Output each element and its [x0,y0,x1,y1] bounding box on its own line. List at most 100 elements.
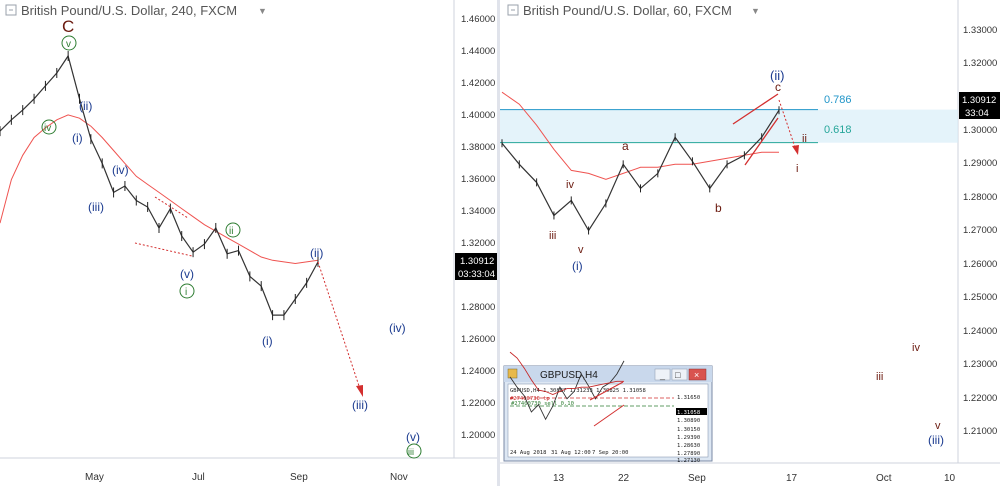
left-price-tick: 1.40000 [461,110,495,121]
inset-window[interactable]: GBPUSD,H4 _ □ × GBPUSD,H4 1.30887 1.3123… [503,351,713,464]
right-wave-v: v [578,244,584,256]
right-last-price: 1.30912 [962,95,996,106]
left-wave-iv-2: (iv) [389,321,406,335]
right-wave-iii-blue: (iii) [928,433,944,447]
left-price-series [0,54,319,316]
inset-moving-average [509,351,624,395]
right-price-tick: 1.23000 [963,359,997,370]
diagonal-lower-line [744,117,779,166]
left-wave-i-1: (i) [72,131,83,145]
fib-618-label: 0.618 [824,124,852,136]
right-price-tick: 1.26000 [963,259,997,270]
fib-retracement-zone[interactable] [500,109,958,143]
inset-diagonal-upper [589,381,624,401]
left-wave-iv-circle [41,119,57,135]
inset-close-icon: × [694,370,699,380]
right-price-tick: 1.29000 [963,158,997,169]
left-countdown-badge [455,267,497,280]
inset-price-axis: 1.31650 1.31058 1.30890 1.30150 1.29390 … [676,395,707,457]
left-price-tick: 1.24000 [461,366,495,377]
left-time-tick: Nov [390,472,408,483]
right-wave-i-red: i [796,163,798,175]
right-price-tick: 1.22000 [963,393,997,404]
left-wave-iii-1: (iii) [88,200,104,214]
left-wave-i-circle [179,283,195,299]
right-price-tick: 1.33000 [963,25,997,36]
right-moving-average [501,91,779,180]
left-last-price: 1.30912 [460,256,494,267]
right-price-tick: 1.21000 [963,426,997,437]
inset-price-tick: 1.30150 [677,427,700,433]
right-time-axis[interactable]: 13 22 Sep 17 Oct 10 [553,473,956,484]
left-price-tick: 1.34000 [461,206,495,217]
right-wave-v-far: v [935,420,941,432]
left-wave-iii: iii [408,447,414,457]
left-wave-v: v [66,39,71,50]
left-trendline-upper [154,196,189,219]
left-symbol-icon [5,4,17,16]
inset-time-tick: 24 Aug 2018 [510,450,546,456]
inset-order-sell: #27400730 sell 0.10 [511,401,574,407]
left-countdown: 03:33:04 [458,269,495,280]
left-price-tick: 1.38000 [461,142,495,153]
left-price-tick: 1.22000 [461,398,495,409]
inset-minimize-button[interactable] [654,368,671,381]
right-wave-iii-far: iii [876,371,883,383]
inset-window-title: GBPUSD,H4 [540,370,598,381]
right-price-tick: 1.25000 [963,292,997,303]
inset-diagonal-lower [593,404,625,427]
left-price-axis[interactable]: 1.46000 1.44000 1.42000 1.40000 1.38000 … [461,14,495,441]
left-wave-v-circle [61,35,77,51]
left-panel: British Pound/U.S. Dollar, 240, FXCM ▼ 1… [0,0,497,486]
left-time-axis[interactable]: May Jul Sep Nov [85,472,408,483]
left-price-axis-bg [454,0,497,486]
inset-close-button[interactable] [688,368,707,381]
left-price-marks [0,51,319,321]
right-price-tick: 1.27000 [963,225,997,236]
right-wave-i-blue: (i) [572,259,583,273]
right-price-tick: 1.32000 [963,58,997,69]
right-last-price-badge [959,92,1000,106]
left-projection-line [317,261,362,393]
inset-price-tick: 1.30890 [677,418,700,424]
right-time-tick: Sep [688,473,706,484]
left-price-tick: 1.28000 [461,302,495,313]
left-chart-title: British Pound/U.S. Dollar, 240, FXCM [21,3,237,18]
right-wave-ii-red: ii [802,133,807,145]
inset-time-tick: 7 Sep 20:00 [592,450,628,456]
inset-app-icon [507,368,518,379]
left-time-tick: May [85,472,104,483]
left-wave-iii-2: (iii) [352,398,368,412]
right-time-tick: 17 [786,473,798,484]
left-price-tick: 1.26000 [461,334,495,345]
right-projection-line [778,99,797,151]
left-last-price-badge [455,253,497,267]
right-time-tick: 13 [553,473,565,484]
right-wave-iii: iii [549,230,556,242]
left-wave-i: i [185,287,187,298]
left-wave-v-2: (v) [406,430,420,444]
right-title-bar[interactable]: British Pound/U.S. Dollar, 60, FXCM ▼ [507,3,760,18]
inset-order-tp: #27400730 tp [510,396,550,402]
left-wave-i-2: (i) [262,334,273,348]
inset-price-tick: 1.28630 [677,443,700,449]
left-wave-ii-2: (ii) [310,246,323,260]
left-wave-C: C [62,17,74,36]
inset-price-tick: 1.27890 [677,451,700,457]
left-title-bar[interactable]: British Pound/U.S. Dollar, 240, FXCM ▼ [5,3,267,18]
inset-price-tick: 1.31058 [677,410,700,416]
left-time-tick: Jul [192,472,205,483]
panel-separator[interactable] [497,0,500,486]
right-panel: 0.786 0.618 British Pound/U.S. Dollar, 6… [500,0,1000,484]
right-price-axis[interactable]: 1.33000 1.32000 1.30000 1.29000 1.28000 … [963,25,997,437]
left-wave-iii-circle [406,443,422,459]
left-price-tick: 1.44000 [461,46,495,57]
right-time-tick: Oct [876,473,892,484]
left-price-tick: 1.20000 [461,430,495,441]
inset-maximize-button[interactable] [671,368,688,381]
left-price-tick: 1.36000 [461,174,495,185]
right-wave-a: a [622,139,629,153]
right-symbol-icon [507,4,519,16]
inset-time-tick: 31 Aug 12:00 [551,450,591,456]
